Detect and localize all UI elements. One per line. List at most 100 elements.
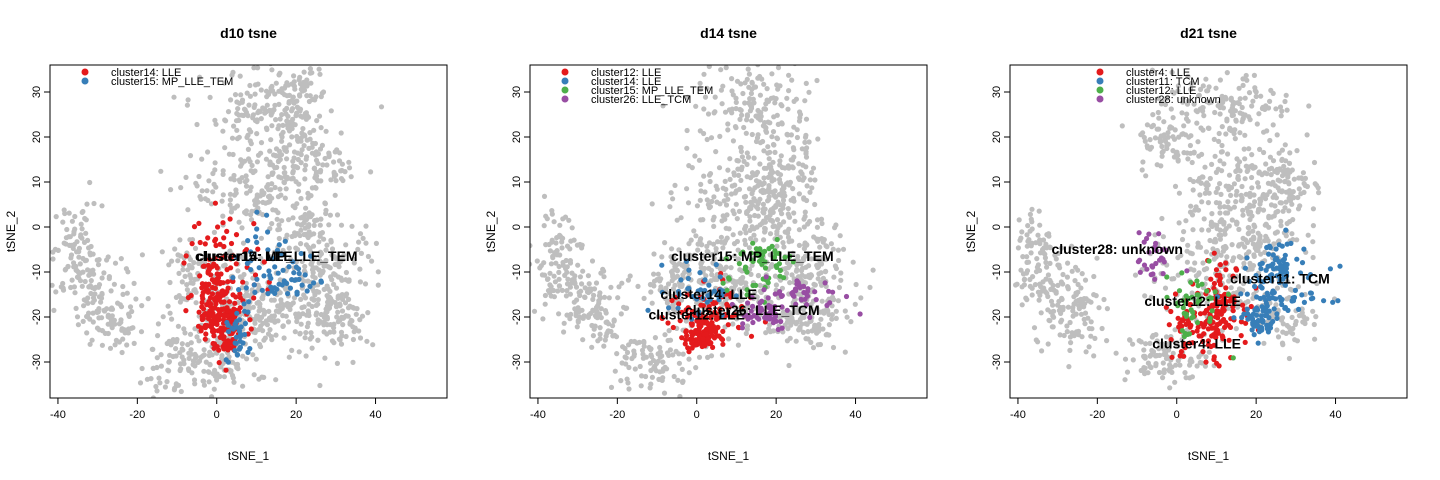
cell-point xyxy=(1255,180,1261,186)
cell-point xyxy=(345,305,352,311)
cluster-point xyxy=(753,282,759,288)
cell-point xyxy=(824,244,830,250)
cell-point xyxy=(318,125,324,131)
cluster-point xyxy=(843,293,850,300)
cell-point xyxy=(1024,268,1031,274)
cell-point xyxy=(1255,184,1262,190)
cell-point xyxy=(755,201,761,207)
cell-point xyxy=(1036,297,1042,303)
cluster-point xyxy=(1242,339,1248,345)
cell-point xyxy=(277,156,283,163)
cell-point xyxy=(1263,222,1269,228)
cluster-point xyxy=(211,305,217,311)
cell-point xyxy=(1305,232,1311,238)
cell-point xyxy=(1065,284,1071,290)
cell-point xyxy=(72,226,78,232)
cell-point xyxy=(742,237,748,243)
cell-point xyxy=(548,261,555,267)
cluster-point xyxy=(686,349,692,355)
cell-point xyxy=(1216,138,1222,144)
cell-point xyxy=(1252,85,1258,91)
cell-point xyxy=(1176,190,1182,196)
cell-point xyxy=(1253,247,1260,253)
cluster-point xyxy=(742,264,749,270)
cell-point xyxy=(1216,130,1222,137)
cell-point xyxy=(623,305,629,311)
cell-point xyxy=(737,116,743,122)
cell-point xyxy=(729,76,735,82)
cluster-point xyxy=(801,289,807,296)
cell-point xyxy=(1242,112,1248,118)
cell-point xyxy=(531,308,538,314)
cell-point xyxy=(673,309,679,315)
cell-point xyxy=(327,212,333,218)
cell-point xyxy=(771,114,777,120)
cell-point xyxy=(670,268,676,274)
x-tick-label: -40 xyxy=(530,409,546,421)
cell-point xyxy=(145,296,151,302)
cell-point xyxy=(758,113,764,119)
cell-point xyxy=(780,197,787,203)
cell-point xyxy=(1283,92,1289,98)
cell-point xyxy=(1071,333,1077,339)
cell-point xyxy=(271,313,277,319)
cell-point xyxy=(1164,95,1170,101)
cell-point xyxy=(733,95,739,101)
cell-point xyxy=(276,101,282,107)
cluster-point xyxy=(793,301,799,307)
cell-point xyxy=(213,121,219,127)
cell-point xyxy=(255,81,261,87)
cell-point xyxy=(809,170,815,176)
cell-point xyxy=(263,56,268,61)
cell-point xyxy=(660,103,666,109)
cell-point xyxy=(1206,84,1212,90)
cell-point xyxy=(657,354,663,360)
cell-point xyxy=(734,316,740,322)
cell-point xyxy=(1163,355,1170,362)
cell-point xyxy=(647,360,654,366)
cell-point xyxy=(1188,356,1194,362)
cell-point xyxy=(1314,280,1320,287)
cell-point xyxy=(299,83,305,89)
cell-point xyxy=(1244,239,1250,246)
cluster-point xyxy=(726,275,732,281)
cell-point xyxy=(564,288,570,294)
cell-point xyxy=(1026,237,1032,243)
cell-point xyxy=(1015,245,1022,251)
cell-point xyxy=(747,204,753,211)
plot-frame xyxy=(49,64,448,399)
cell-point xyxy=(237,274,243,280)
cell-point xyxy=(300,126,306,132)
cell-point xyxy=(691,228,697,234)
cell-point xyxy=(106,274,112,280)
cell-point xyxy=(611,318,617,324)
cluster-point xyxy=(714,333,720,339)
cell-point xyxy=(269,108,275,114)
cell-point xyxy=(1170,134,1176,140)
cluster-point xyxy=(729,301,735,308)
cell-point xyxy=(761,165,768,171)
cluster-point xyxy=(287,285,293,291)
cell-point xyxy=(746,71,753,77)
cell-point xyxy=(228,176,234,182)
cell-point xyxy=(303,330,309,336)
cell-point xyxy=(75,322,81,328)
cell-point xyxy=(1167,385,1173,391)
cluster-point xyxy=(225,279,231,285)
cell-point xyxy=(1271,213,1277,219)
cell-point xyxy=(250,112,256,118)
cluster-point xyxy=(713,262,719,268)
cell-point xyxy=(192,276,198,282)
cell-point xyxy=(608,384,615,390)
cell-point xyxy=(757,73,763,80)
cluster-point xyxy=(205,289,211,295)
cluster-point xyxy=(268,284,274,290)
cluster-point xyxy=(220,280,226,286)
cluster-point xyxy=(1211,280,1217,287)
cell-point xyxy=(166,359,172,365)
cell-point xyxy=(246,127,252,133)
cell-point xyxy=(614,351,620,357)
cell-point xyxy=(1088,333,1094,339)
cell-point xyxy=(672,182,678,188)
